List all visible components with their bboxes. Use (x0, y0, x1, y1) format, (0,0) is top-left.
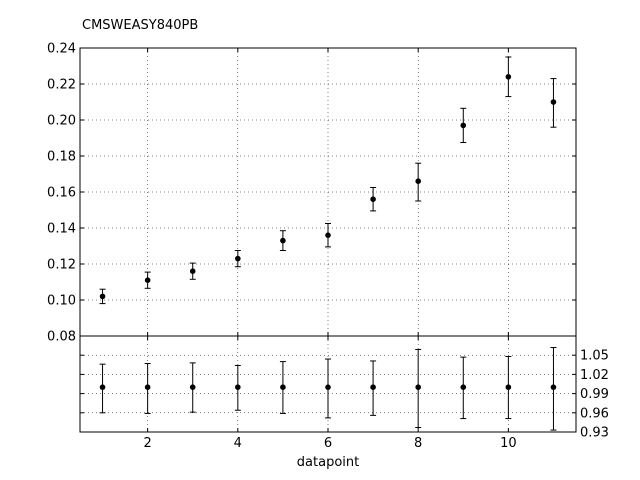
ratio-y-tick-label: 0.96 (580, 406, 609, 421)
ratio-series (99, 347, 557, 431)
main-data-point (189, 268, 196, 275)
main-y-tick-label: 0.16 (47, 186, 76, 201)
chart-title: CMSWEASY840PB (82, 18, 198, 33)
main-y-tick-label: 0.12 (47, 258, 76, 273)
ratio-data-point (460, 384, 467, 391)
ratio-y-tick-label: 1.05 (580, 349, 609, 364)
x-tick-label: 4 (234, 436, 242, 451)
main-y-tick-label: 0.18 (47, 150, 76, 165)
ratio-data-point (99, 384, 106, 391)
x-tick-label: 8 (414, 436, 422, 451)
ratio-y-axis: 0.93 0.96 0.99 1.02 1.05 (80, 349, 609, 441)
main-data-point (280, 237, 286, 244)
ratio-data-point (144, 384, 151, 391)
main-data-point (370, 196, 376, 202)
ratio-data-point (280, 384, 286, 391)
ratio-y-tick-label: 0.93 (580, 426, 609, 441)
ratio-data-point (370, 384, 376, 391)
x-tick-label: 6 (324, 436, 332, 451)
ratio-data-point (189, 384, 196, 391)
main-data-point (460, 122, 467, 129)
main-data-point (99, 293, 106, 300)
main-data-point (235, 255, 241, 262)
ratio-data-point (550, 384, 557, 391)
x-axis-label: datapoint (297, 455, 359, 470)
x-tick-label: 2 (143, 436, 151, 451)
main-y-tick-label: 0.20 (47, 114, 76, 129)
main-data-point (415, 178, 421, 184)
ratio-y-tick-label: 1.02 (580, 368, 609, 383)
ratio-data-point (415, 384, 421, 391)
main-y-axis: 0.08 0.10 0.12 0.14 0.16 0.18 0.20 0.22 0.24 (47, 42, 576, 345)
main-data-point (550, 99, 557, 105)
x-tick-label: 10 (500, 436, 517, 451)
ratio-data-point (235, 384, 241, 391)
main-data-point (505, 74, 512, 80)
main-grid (80, 47, 576, 337)
ratio-y-tick-label: 0.99 (580, 387, 609, 402)
main-y-tick-label: 0.24 (47, 42, 76, 57)
main-y-tick-label: 0.22 (47, 78, 76, 93)
x-axis: 2 4 6 8 10 (143, 48, 517, 451)
ratio-data-point (325, 384, 331, 391)
main-series (99, 56, 557, 305)
main-data-point (144, 277, 151, 284)
main-y-tick-label: 0.14 (47, 222, 76, 237)
main-data-point (325, 232, 331, 238)
main-y-tick-label: 0.10 (47, 294, 76, 309)
main-y-tick-label: 0.08 (47, 330, 76, 345)
ratio-data-point (505, 384, 512, 391)
